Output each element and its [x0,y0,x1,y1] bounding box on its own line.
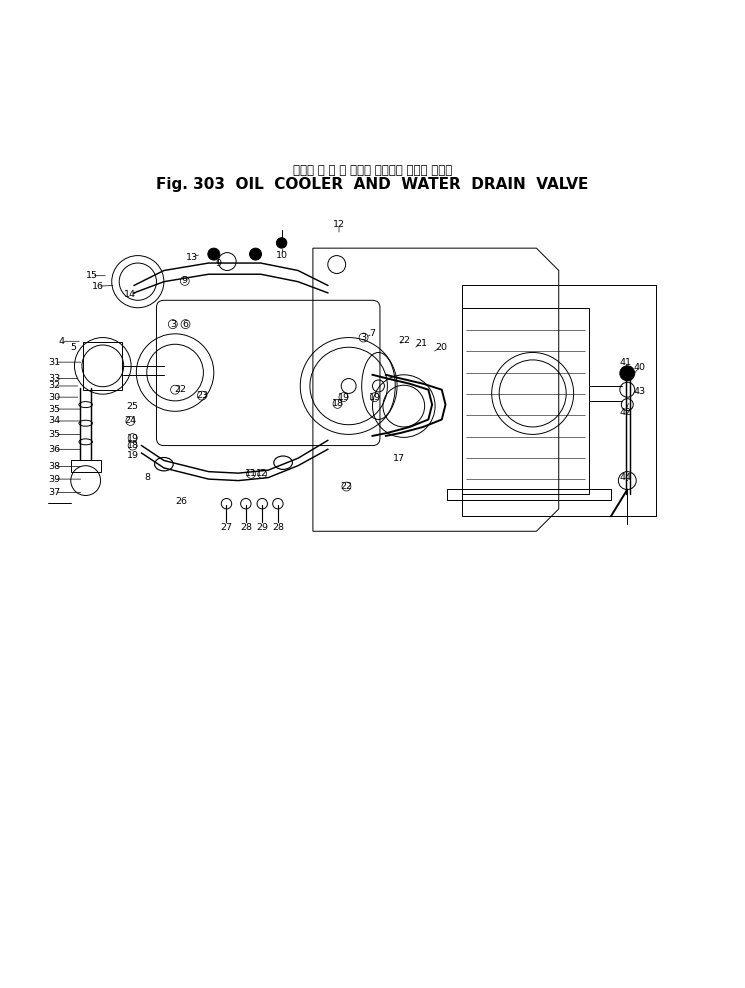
Text: 22: 22 [399,336,410,345]
Bar [462,307,589,494]
Text: オイル ク ー ラ および ウォータ ドレン バルブ: オイル ク ー ラ および ウォータ ドレン バルブ [293,164,452,177]
Text: 13: 13 [186,253,198,262]
Text: 19: 19 [127,434,139,443]
Text: 5: 5 [71,344,77,353]
Text: 15: 15 [86,272,98,281]
Text: 40: 40 [633,363,645,371]
Text: 44: 44 [619,473,631,482]
Text: 41: 41 [619,358,631,367]
Text: 12: 12 [333,219,345,229]
Text: 36: 36 [48,445,60,453]
Circle shape [276,238,287,248]
Text: 6: 6 [183,320,188,329]
Text: 14: 14 [124,289,136,298]
Text: 21: 21 [415,339,427,348]
Text: 32: 32 [48,381,60,390]
Circle shape [250,248,261,260]
Text: 3: 3 [361,333,367,342]
Bar [83,342,122,389]
Text: 26: 26 [176,497,188,506]
Text: 7: 7 [370,329,375,338]
Text: 12: 12 [256,469,268,478]
Text: 31: 31 [48,358,60,367]
Text: 3: 3 [170,320,176,329]
Text: 30: 30 [48,392,60,402]
Text: 38: 38 [48,462,60,471]
Text: 23: 23 [196,391,208,400]
Text: 20: 20 [435,343,447,352]
Text: 4: 4 [58,337,64,346]
Text: 18: 18 [332,399,343,408]
Text: 17: 17 [393,453,405,462]
Text: 9: 9 [182,277,188,286]
Text: 28: 28 [272,523,284,532]
Text: 34: 34 [48,417,60,426]
Text: 16: 16 [92,282,104,290]
Bar [447,489,611,500]
Text: 19: 19 [369,392,381,402]
Text: 27: 27 [221,523,232,532]
Text: 29: 29 [256,523,268,532]
Circle shape [208,248,220,260]
Bar [71,460,101,471]
Text: 10: 10 [276,251,288,260]
Text: 33: 33 [48,374,60,383]
Text: 37: 37 [48,488,60,497]
Text: 43: 43 [633,387,645,396]
Text: 35: 35 [48,430,60,439]
Text: 25: 25 [127,401,139,411]
Text: 19: 19 [337,392,349,402]
Text: 35: 35 [48,404,60,414]
Text: 9: 9 [215,259,221,268]
Text: 11: 11 [245,469,257,478]
Text: 18: 18 [127,441,139,451]
Text: 24: 24 [124,417,136,426]
Text: 19: 19 [127,451,139,459]
Text: 22: 22 [174,385,186,394]
Text: 28: 28 [240,523,252,532]
Text: Fig. 303  OIL  COOLER  AND  WATER  DRAIN  VALVE: Fig. 303 OIL COOLER AND WATER DRAIN VALV… [156,177,589,192]
Text: 22: 22 [340,482,352,491]
Text: 42: 42 [619,408,631,417]
Circle shape [620,366,635,380]
Text: 8: 8 [145,473,150,482]
Text: 39: 39 [48,474,60,483]
